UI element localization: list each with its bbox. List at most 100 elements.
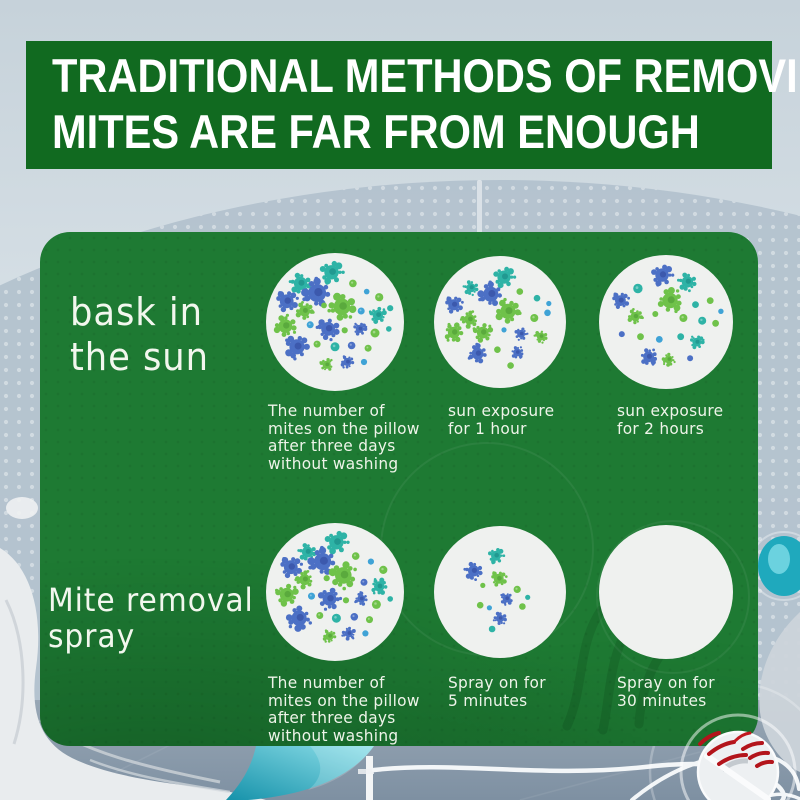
- banner-title-line1: TRADITIONAL METHODS OF REMOVING: [52, 49, 800, 102]
- mite-dot: [306, 321, 314, 329]
- mite-dot: [677, 333, 685, 341]
- mite-dot: [357, 307, 365, 315]
- petri-dish: [434, 526, 566, 658]
- mite-splat: [368, 306, 387, 324]
- mite-splat: [462, 280, 479, 297]
- cell-caption: Spray on for 5 minutes: [448, 673, 546, 710]
- mite-dot: [341, 327, 348, 334]
- mite-dot: [544, 309, 551, 317]
- mite-dot: [501, 327, 507, 333]
- mite-dot: [513, 585, 521, 593]
- mite-dot: [637, 333, 644, 341]
- petri-dish: [266, 253, 404, 391]
- mite-dot: [387, 596, 393, 602]
- mite-dot: [386, 326, 392, 332]
- mite-dot: [313, 340, 321, 348]
- mite-splat: [651, 264, 675, 287]
- mite-splat: [640, 348, 657, 366]
- mite-dot: [525, 594, 531, 600]
- mite-splat: [297, 543, 317, 562]
- mite-dot: [652, 311, 659, 317]
- mite-splat: [514, 327, 529, 341]
- red-claw-marks-icon: [698, 731, 774, 768]
- mite-dot: [546, 300, 552, 307]
- mite-dot: [476, 601, 484, 609]
- mite-dot: [350, 613, 359, 621]
- mite-dot: [351, 552, 360, 560]
- mite-splat: [477, 280, 502, 306]
- mite-splat: [511, 346, 524, 359]
- mite-splat: [533, 330, 548, 344]
- mite-splat: [488, 548, 506, 565]
- mite-splat: [317, 587, 343, 611]
- mite-dot: [347, 341, 356, 350]
- mite-dot: [375, 293, 384, 302]
- mite-dot: [698, 316, 707, 325]
- mite-splat: [371, 577, 388, 595]
- mite-dot: [488, 625, 496, 633]
- mite-dot: [342, 597, 350, 604]
- mite-dot: [360, 358, 368, 366]
- mite-splat: [319, 358, 333, 371]
- teal-ribbon: [226, 746, 374, 800]
- mite-splat: [328, 561, 357, 591]
- mite-dot: [692, 301, 699, 308]
- mite-dot: [331, 613, 341, 623]
- mite-splat: [322, 629, 337, 643]
- cell-caption: The number of mites on the pillow after …: [268, 401, 420, 473]
- mite-splat: [491, 571, 508, 587]
- mite-splat: [657, 287, 682, 314]
- row-label: Mite removal spray: [48, 581, 254, 655]
- cell-caption: sun exposure for 2 hours: [617, 401, 724, 438]
- no-mites-icon: [679, 713, 797, 800]
- petri-circle: [434, 526, 566, 658]
- mite-dot: [308, 592, 315, 600]
- mite-dot: [679, 314, 688, 322]
- mite-splat: [472, 323, 494, 343]
- mite-splat: [327, 292, 357, 321]
- mite-dot: [480, 582, 486, 588]
- mite-dot: [367, 558, 374, 565]
- mite-dot: [712, 319, 719, 327]
- mite-dot: [494, 346, 501, 353]
- banner: TRADITIONAL METHODS OF REMOVING MITES AR…: [26, 41, 800, 169]
- petri-dish: [599, 525, 733, 659]
- mite-dot: [323, 575, 330, 582]
- mite-splat: [690, 335, 705, 350]
- mite-dot: [530, 314, 539, 322]
- mite-splat: [301, 276, 331, 307]
- mite-dot: [330, 342, 340, 352]
- mite-dot: [360, 578, 368, 586]
- mite-splat: [463, 561, 483, 581]
- mite-dot: [364, 344, 372, 352]
- mite-dot: [366, 616, 373, 624]
- mite-dot: [633, 283, 643, 294]
- mite-dot: [718, 308, 724, 314]
- mite-dot: [370, 328, 380, 338]
- outer-ring: [679, 713, 797, 800]
- mite-splat: [324, 530, 350, 555]
- mite-dot: [321, 302, 327, 309]
- floor-line: [519, 751, 701, 800]
- mite-splat: [341, 626, 356, 641]
- mite-dot: [706, 297, 714, 304]
- mite-splat: [315, 318, 340, 342]
- petri-dish: [434, 256, 566, 388]
- mite-splat: [275, 583, 299, 607]
- mite-splat: [340, 355, 355, 369]
- slash-line: [704, 753, 771, 800]
- mite-splat: [294, 570, 313, 590]
- mite-splat: [353, 322, 368, 336]
- mite-dot: [316, 612, 324, 619]
- mite-splat: [354, 591, 368, 606]
- mite-splat: [307, 545, 336, 575]
- mite-dot: [618, 331, 625, 338]
- mite-splat: [285, 605, 312, 632]
- mite-dot: [379, 565, 388, 574]
- mite-splat: [612, 292, 630, 309]
- mite-dot: [519, 603, 526, 610]
- mite-splat: [444, 322, 464, 343]
- mite-dot: [533, 294, 541, 302]
- watermark-ring: [596, 520, 750, 674]
- mite-splat: [459, 310, 477, 329]
